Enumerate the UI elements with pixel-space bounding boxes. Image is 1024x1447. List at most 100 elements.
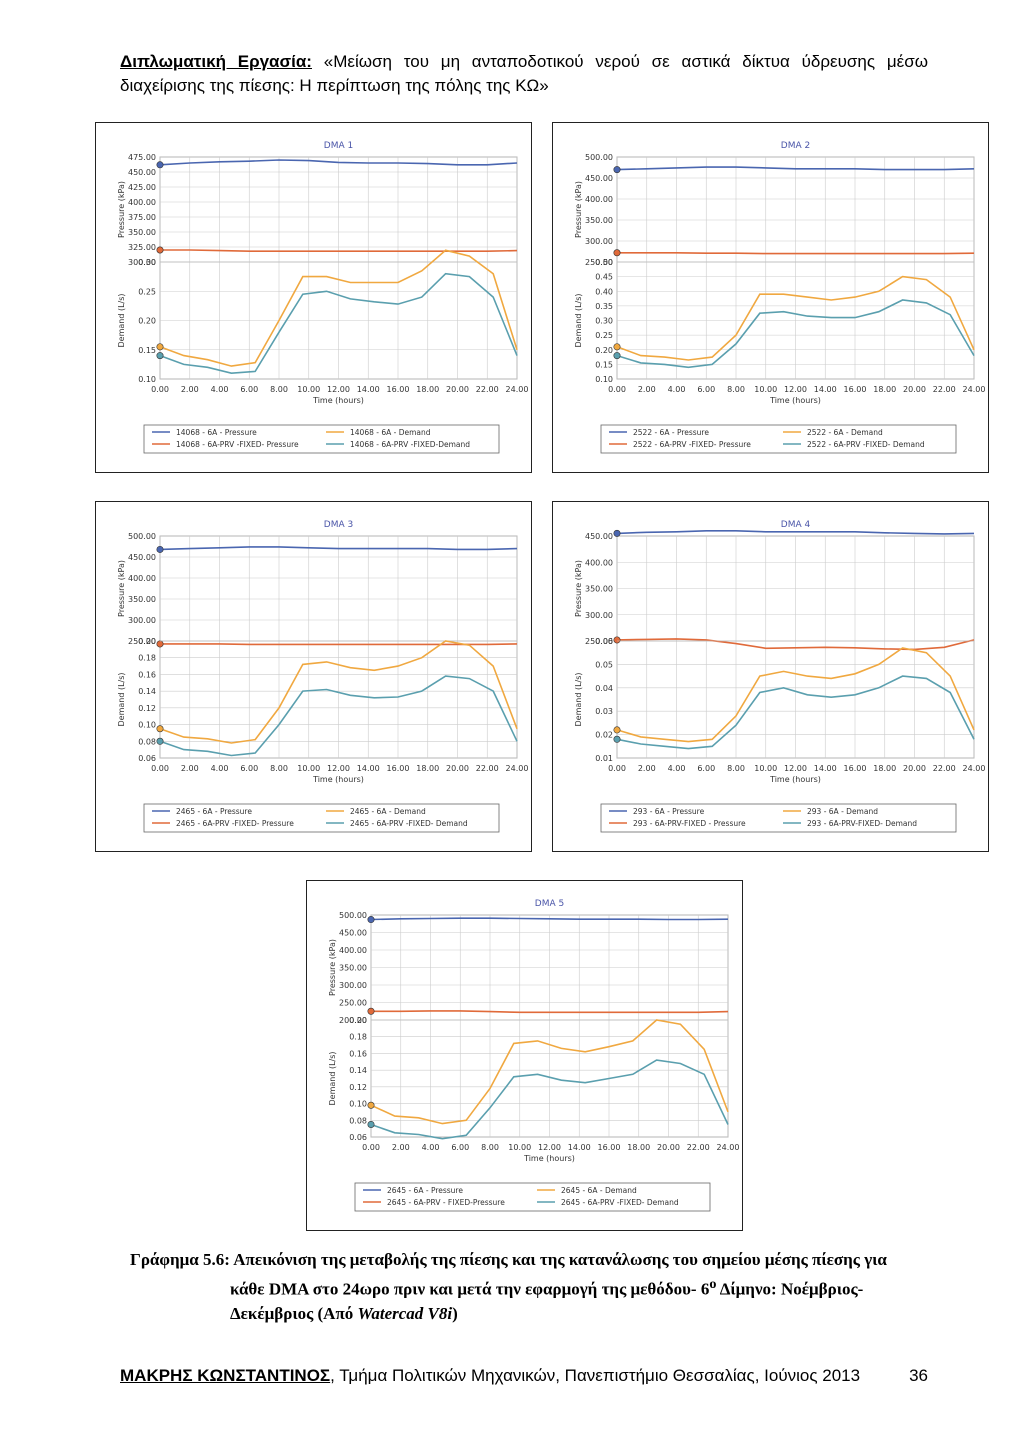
pressure-axis-label: Pressure (kPa) — [574, 181, 583, 238]
y-tick-label: 475.00 — [128, 153, 156, 162]
x-tick-label: 16.00 — [387, 764, 410, 773]
x-tick-label: 20.00 — [903, 385, 926, 394]
y-tick-label: 0.16 — [138, 670, 156, 679]
y-tick-label: 0.14 — [349, 1066, 367, 1075]
x-tick-label: 22.00 — [476, 385, 499, 394]
y-tick-label: 300.00 — [585, 611, 613, 620]
legend-entry: 293 - 6A-PRV-FIXED- Demand — [807, 819, 917, 828]
header-label: Διπλωματική Εργασία: — [120, 52, 312, 71]
chart-legend: 2465 - 6A - Pressure 2465 - 6A - Demand 24… — [143, 803, 500, 833]
x-tick-label: 0.00 — [151, 385, 169, 394]
pressure-axis-before-line — [616, 529, 975, 535]
demand-axis-after-line-start-marker — [156, 352, 164, 360]
x-tick-label: 18.00 — [873, 385, 896, 394]
footer-author: ΜΑΚΡΗΣ ΚΩΝΣΤΑΝΤΙΝΟΣ — [120, 1366, 331, 1385]
y-tick-label: 0.25 — [595, 331, 613, 340]
y-tick-label: 0.10 — [349, 1100, 367, 1109]
pressure-axis-after-line-start-marker — [613, 249, 621, 257]
demand-axis-before-line — [616, 647, 975, 743]
header-title: «Μείωση του μη ανταποδοτικού νερού σε ασ… — [120, 52, 928, 95]
legend-box — [600, 424, 957, 454]
pressure-axis-before-line-start-marker — [613, 529, 621, 537]
chart-dma-1: DMA 1 0.00 2.00 4.00 6.00 8.00 10.00 12.00 14.00… — [95, 122, 532, 473]
x-tick-label: 8.00 — [727, 385, 745, 394]
x-tick-label: 14.00 — [357, 764, 380, 773]
y-tick-label: 500.00 — [585, 153, 613, 162]
y-tick-label: 500.00 — [339, 911, 367, 920]
legend-entry: 2465 - 6A - Pressure — [176, 807, 252, 816]
y-tick-label: 0.06 — [595, 637, 613, 646]
y-tick-label: 400.00 — [128, 198, 156, 207]
pressure-axis-after-line — [617, 252, 975, 255]
legend-entry: 14068 - 6A-PRV -FIXED- Pressure — [176, 440, 299, 449]
pressure-axis-after-line — [616, 638, 975, 651]
y-tick-label: 400.00 — [585, 558, 613, 567]
demand-axis-after-line — [370, 1059, 729, 1140]
y-tick-label: 0.01 — [595, 754, 613, 763]
y-tick-label: 300.00 — [585, 237, 613, 246]
legend-entry: 2465 - 6A-PRV -FIXED- Demand — [350, 819, 468, 828]
legend-entry: 2465 - 6A - Demand — [350, 807, 426, 816]
legend-entry: 14068 - 6A - Demand — [350, 428, 431, 437]
y-tick-label: 0.06 — [138, 754, 156, 763]
pressure-axis-label: Pressure (kPa) — [117, 560, 126, 617]
y-tick-label: 325.00 — [128, 243, 156, 252]
x-tick-label: 20.00 — [446, 764, 469, 773]
chart-legend: 2645 - 6A - Pressure 2645 - 6A - Demand 26… — [354, 1182, 711, 1212]
legend-entry: 2522 - 6A - Demand — [807, 428, 883, 437]
y-tick-label: 0.50 — [595, 258, 613, 267]
pressure-axis-before-line-start-marker — [367, 916, 375, 924]
figure-caption: Γράφημα 5.6: Απεικόνιση της μεταβολής τη… — [130, 1248, 928, 1326]
x-tick-label: 12.00 — [538, 1143, 561, 1152]
demand-axis-label: Demand (L/s) — [117, 293, 126, 347]
legend-entry: 2522 - 6A-PRV -FIXED- Pressure — [633, 440, 751, 449]
x-tick-label: 4.00 — [422, 1143, 440, 1152]
chart-title: DMA 5 — [535, 899, 564, 909]
legend-entry: 2645 - 6A-PRV -FIXED- Demand — [561, 1198, 679, 1207]
caption-line-2: κάθε DMA στο 24ωρο πριν και μετά την εφα… — [130, 1272, 928, 1326]
x-tick-label: 2.00 — [181, 764, 199, 773]
demand-axis-label: Demand (L/s) — [328, 1051, 337, 1105]
x-tick-label: 6.00 — [240, 385, 258, 394]
chart-svg: DMA 3 0.00 2.00 4.00 6.00 8.00 10.00 12.00 14.00… — [117, 520, 528, 833]
y-tick-label: 0.10 — [595, 375, 613, 384]
x-tick-label: 16.00 — [598, 1143, 621, 1152]
legend-entry: 2645 - 6A - Pressure — [387, 1186, 463, 1195]
demand-axis-label: Demand (L/s) — [117, 672, 126, 726]
chart-legend: 293 - 6A - Pressure 293 - 6A - Demand 293 … — [600, 803, 957, 833]
x-tick-label: 2.00 — [638, 764, 656, 773]
x-tick-label: 24.00 — [963, 764, 986, 773]
legend-box — [600, 803, 957, 833]
x-axis-label: Time (hours) — [769, 396, 821, 405]
y-tick-label: 400.00 — [339, 946, 367, 955]
demand-axis-after-line — [159, 272, 518, 375]
y-tick-label: 0.08 — [349, 1116, 367, 1125]
y-tick-label: 0.18 — [349, 1033, 367, 1042]
y-tick-label: 450.00 — [339, 929, 367, 938]
y-tick-label: 0.20 — [138, 637, 156, 646]
page-footer: ΜΑΚΡΗΣ ΚΩΝΣΤΑΝΤΙΝΟΣ, Τμήμα Πολιτικών Μηχ… — [120, 1366, 928, 1386]
x-axis-label: Time (hours) — [523, 1154, 575, 1163]
x-tick-label: 16.00 — [844, 385, 867, 394]
y-tick-label: 250.00 — [339, 999, 367, 1008]
chart-dma-3: DMA 3 0.00 2.00 4.00 6.00 8.00 10.00 12.00 14.00… — [95, 501, 532, 852]
page-header: Διπλωματική Εργασία: «Μείωση του μη αντα… — [120, 50, 928, 98]
demand-axis-before-line — [159, 640, 518, 744]
y-tick-label: 450.00 — [128, 553, 156, 562]
y-tick-label: 350.00 — [339, 964, 367, 973]
y-tick-label: 0.06 — [349, 1133, 367, 1142]
y-tick-label: 0.30 — [595, 317, 613, 326]
pressure-axis-after-line-start-marker — [156, 246, 164, 254]
x-tick-label: 12.00 — [784, 385, 807, 394]
x-tick-label: 10.00 — [297, 385, 320, 394]
x-tick-label: 20.00 — [903, 764, 926, 773]
pressure-axis-before-line — [370, 917, 729, 921]
y-tick-label: 250.00 — [585, 258, 613, 267]
pressure-axis-after-line-start-marker — [156, 640, 164, 648]
x-tick-label: 8.00 — [270, 764, 288, 773]
demand-axis-before-line — [616, 275, 975, 361]
x-tick-label: 10.00 — [754, 764, 777, 773]
legend-entry: 14068 - 6A-PRV -FIXED-Demand — [350, 440, 470, 449]
y-tick-label: 0.03 — [595, 707, 613, 716]
demand-axis-before-line-start-marker — [613, 343, 621, 351]
